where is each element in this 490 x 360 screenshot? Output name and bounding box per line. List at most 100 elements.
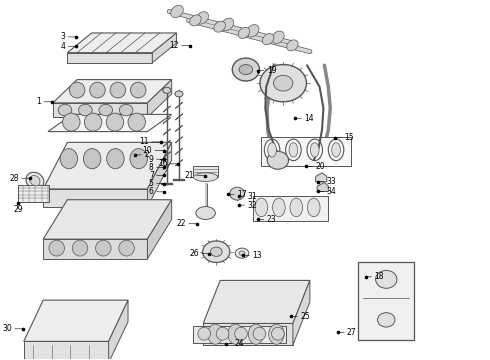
Ellipse shape	[307, 198, 320, 217]
Text: 31: 31	[239, 192, 257, 201]
Polygon shape	[48, 114, 172, 132]
Text: 27: 27	[338, 328, 356, 337]
Text: 19: 19	[258, 66, 276, 75]
Text: 2: 2	[135, 150, 149, 159]
Ellipse shape	[271, 327, 284, 340]
Bar	[18, 185, 49, 202]
Text: 1: 1	[36, 97, 52, 106]
Ellipse shape	[175, 91, 183, 97]
Text: 29: 29	[13, 203, 23, 213]
Polygon shape	[317, 183, 328, 192]
Polygon shape	[203, 323, 293, 345]
Polygon shape	[109, 300, 128, 360]
Ellipse shape	[208, 324, 223, 344]
Polygon shape	[43, 200, 172, 239]
Ellipse shape	[232, 58, 259, 81]
Text: 12: 12	[170, 41, 190, 50]
Ellipse shape	[58, 104, 72, 116]
Ellipse shape	[163, 87, 171, 93]
Ellipse shape	[310, 143, 319, 157]
Ellipse shape	[235, 327, 247, 340]
Ellipse shape	[128, 113, 146, 131]
Bar	[253, 196, 328, 221]
Ellipse shape	[203, 241, 230, 262]
Ellipse shape	[198, 327, 211, 340]
Polygon shape	[43, 239, 147, 259]
Ellipse shape	[119, 104, 133, 116]
Ellipse shape	[230, 187, 245, 200]
Ellipse shape	[70, 82, 85, 98]
Ellipse shape	[263, 33, 274, 45]
Polygon shape	[53, 103, 147, 117]
Text: 22: 22	[177, 219, 197, 228]
Ellipse shape	[248, 324, 264, 344]
Text: 24: 24	[226, 339, 245, 348]
Text: 13: 13	[244, 251, 262, 260]
Ellipse shape	[268, 143, 276, 157]
Ellipse shape	[235, 248, 249, 258]
Ellipse shape	[228, 324, 244, 344]
Ellipse shape	[60, 149, 77, 169]
Bar	[261, 137, 351, 166]
Text: 33: 33	[318, 177, 337, 186]
Polygon shape	[43, 189, 147, 207]
Ellipse shape	[269, 324, 284, 344]
Text: 26: 26	[189, 249, 210, 258]
Text: 9: 9	[149, 155, 165, 164]
Polygon shape	[147, 142, 172, 207]
Bar	[194, 166, 218, 177]
Text: 3: 3	[61, 32, 76, 41]
Ellipse shape	[196, 12, 209, 24]
Ellipse shape	[216, 327, 229, 340]
Ellipse shape	[214, 21, 225, 32]
Text: 14: 14	[295, 114, 314, 123]
Ellipse shape	[194, 173, 218, 181]
Ellipse shape	[175, 91, 183, 97]
Ellipse shape	[260, 64, 306, 102]
Ellipse shape	[287, 40, 298, 51]
Polygon shape	[203, 280, 310, 323]
Ellipse shape	[253, 327, 266, 340]
Text: 28: 28	[9, 174, 29, 183]
Polygon shape	[43, 142, 172, 189]
Ellipse shape	[190, 15, 201, 26]
Ellipse shape	[290, 198, 303, 217]
Ellipse shape	[272, 198, 285, 217]
Ellipse shape	[63, 113, 80, 131]
Text: 32: 32	[239, 201, 257, 210]
Text: 20: 20	[306, 162, 325, 171]
Ellipse shape	[107, 149, 124, 169]
Ellipse shape	[90, 82, 105, 98]
Ellipse shape	[267, 151, 289, 169]
Ellipse shape	[84, 113, 102, 131]
Ellipse shape	[49, 240, 65, 256]
Ellipse shape	[83, 149, 101, 169]
Ellipse shape	[110, 82, 125, 98]
Ellipse shape	[130, 82, 146, 98]
Ellipse shape	[271, 31, 284, 44]
Ellipse shape	[273, 75, 293, 91]
Polygon shape	[68, 33, 176, 53]
Ellipse shape	[175, 91, 183, 97]
Ellipse shape	[78, 104, 92, 116]
Text: 4: 4	[61, 42, 76, 51]
Text: 16: 16	[158, 159, 178, 168]
Polygon shape	[68, 53, 152, 63]
Text: 5: 5	[149, 179, 165, 188]
Ellipse shape	[30, 175, 40, 186]
Text: 15: 15	[335, 133, 353, 142]
Ellipse shape	[99, 104, 113, 116]
Ellipse shape	[246, 24, 259, 37]
Ellipse shape	[72, 240, 88, 256]
Text: 8: 8	[149, 163, 165, 172]
Ellipse shape	[239, 64, 253, 75]
Text: 7: 7	[149, 171, 165, 180]
Text: 30: 30	[2, 324, 23, 333]
Ellipse shape	[163, 87, 171, 93]
Ellipse shape	[175, 91, 183, 97]
Bar	[358, 262, 414, 339]
Text: 25: 25	[292, 312, 310, 321]
Ellipse shape	[130, 149, 147, 169]
Text: 21: 21	[184, 171, 205, 180]
Ellipse shape	[377, 313, 395, 327]
